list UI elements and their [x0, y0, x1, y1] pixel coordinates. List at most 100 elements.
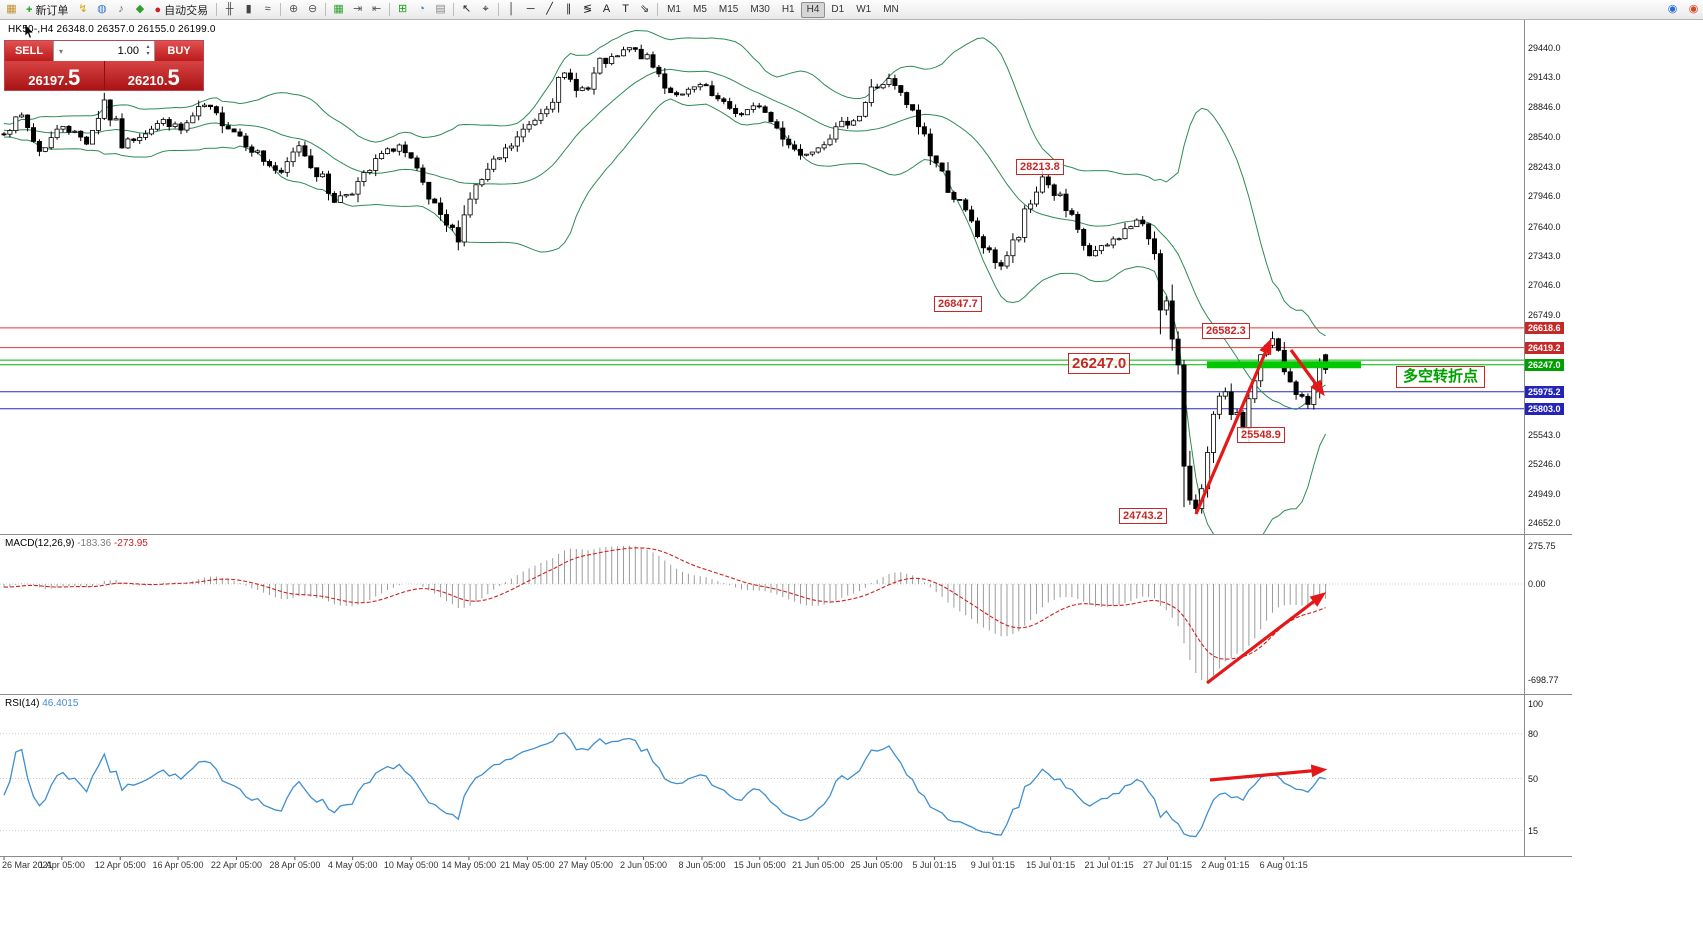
- rsi-indicator-label: RSI(14) 46.4015: [5, 698, 78, 709]
- toolbar-separator: [389, 3, 391, 16]
- price-annotation[interactable]: 26847.7: [934, 296, 982, 312]
- time-axis-label[interactable]: 2 Jun 05:00: [620, 860, 668, 870]
- buy-price[interactable]: 26210. 5: [104, 61, 203, 90]
- cursor-icon[interactable]: ↖: [461, 3, 472, 15]
- timeframe-m30[interactable]: M30: [750, 3, 770, 15]
- hline-icon[interactable]: ─: [526, 3, 535, 15]
- auto-scroll-icon[interactable]: ⇥: [352, 3, 363, 15]
- time-axis-label[interactable]: 27 Jul 01:15: [1142, 860, 1192, 870]
- time-axis-label[interactable]: 28 Apr 05:00: [269, 860, 321, 870]
- label-icon[interactable]: T: [622, 3, 629, 15]
- notification-icon[interactable]: ◉: [1688, 3, 1699, 15]
- price-axis-label: 28846.0: [1528, 101, 1561, 112]
- time-axis-label[interactable]: 22 Apr 05:00: [210, 860, 262, 870]
- new-order-button-label: 新订单: [35, 4, 69, 17]
- macd-main-value: -183.36: [77, 538, 112, 549]
- time-axis-label[interactable]: 21 Jun 05:00: [792, 860, 845, 870]
- charts-window-icon[interactable]: ▦: [6, 3, 17, 15]
- arrows-icon[interactable]: ⇘: [639, 3, 650, 15]
- price-axis-label: 27046.0: [1528, 280, 1561, 291]
- time-axis-label[interactable]: 4 May 05:00: [327, 860, 378, 870]
- price-axis-label: 26749.0: [1528, 309, 1561, 320]
- indicators-icon[interactable]: ⊞: [397, 3, 408, 15]
- autotrade-button[interactable]: ● 自动交易: [149, 1, 213, 18]
- price-annotation[interactable]: 25548.9: [1237, 427, 1285, 443]
- time-axis-label[interactable]: 9 Jul 01:15: [970, 860, 1015, 870]
- channel-icon[interactable]: ∥: [565, 3, 572, 15]
- time-axis-label[interactable]: 16 Apr 05:00: [152, 860, 204, 870]
- time-axis-label[interactable]: 21 Jul 01:15: [1084, 860, 1134, 870]
- time-axis-label[interactable]: 10 May 05:00: [383, 860, 439, 870]
- buy-button[interactable]: BUY: [155, 41, 203, 61]
- timeframe-h4[interactable]: H4: [800, 1, 826, 18]
- price-axis-label: 27946.0: [1528, 191, 1561, 202]
- sell-price-frac: 5: [68, 65, 81, 90]
- time-axis-label[interactable]: 21 May 05:00: [500, 860, 555, 870]
- timeframe-mn[interactable]: MN: [883, 3, 899, 15]
- market-icon[interactable]: ◆: [135, 3, 145, 15]
- time-axis-label[interactable]: 15 Jun 05:00: [733, 860, 786, 870]
- time-axis-label[interactable]: 26 Mar 2021: [2, 860, 53, 870]
- time-axis-label[interactable]: 1 Apr 05:00: [38, 860, 85, 870]
- sell-button[interactable]: SELL: [5, 41, 53, 61]
- time-axis-label[interactable]: 27 May 05:00: [558, 860, 614, 870]
- macd-axis-label: 0.00: [1528, 579, 1546, 589]
- price-axis-marker: 26618.6: [1525, 321, 1564, 334]
- volume-spinner[interactable]: ▴ ▾: [142, 44, 154, 58]
- price-annotation[interactable]: 26582.3: [1202, 323, 1250, 339]
- time-axis-label[interactable]: 12 Apr 05:00: [94, 860, 146, 870]
- price-axis-label: 25246.0: [1528, 459, 1561, 470]
- zoom-out-icon[interactable]: ⊖: [307, 3, 318, 15]
- volume-down-icon[interactable]: ▾: [146, 51, 150, 57]
- timeframe-w1[interactable]: W1: [856, 3, 872, 15]
- volume-up-icon[interactable]: ▴: [146, 44, 150, 50]
- rsi-title: RSI(14): [5, 698, 40, 709]
- toolbar-separator: [325, 3, 327, 16]
- help-icon[interactable]: ◉: [1667, 3, 1678, 15]
- timeframe-h1[interactable]: H1: [781, 3, 795, 15]
- chart-shift-icon[interactable]: ⇤: [371, 3, 382, 15]
- templates-icon[interactable]: ▤: [435, 3, 446, 15]
- periods-icon[interactable]: ◔: [418, 3, 425, 15]
- timeframe-m5[interactable]: M5: [693, 3, 707, 15]
- price-axis-label: 29440.0: [1528, 43, 1561, 53]
- bar-chart-icon[interactable]: ╫: [225, 3, 234, 15]
- volume-value[interactable]: 1.00: [117, 45, 139, 57]
- zoom-in-icon[interactable]: ⊕: [288, 3, 299, 15]
- timeframe-m15[interactable]: M15: [718, 3, 739, 15]
- trendline-icon[interactable]: ╱: [546, 3, 553, 15]
- one-click-trading-panel: SELL ▾ 1.00 ▴ ▾ BUY 26197. 5 26210. 5: [4, 40, 204, 91]
- price-axis-marker: 26247.0: [1525, 358, 1564, 371]
- vline-icon[interactable]: │: [508, 3, 516, 15]
- volume-dropdown-icon[interactable]: ▾: [58, 46, 63, 56]
- time-axis-label[interactable]: 2 Aug 01:15: [1201, 860, 1250, 870]
- rsi-axis-label: 15: [1528, 825, 1539, 836]
- price-annotation[interactable]: 26247.0: [1068, 353, 1131, 374]
- alerts-icon[interactable]: ↯: [78, 3, 88, 15]
- sound-icon[interactable]: ♪: [118, 3, 124, 15]
- timeframe-d1[interactable]: D1: [831, 3, 845, 15]
- time-axis-label[interactable]: 15 Jul 01:15: [1026, 860, 1076, 870]
- time-axis-label[interactable]: 6 Aug 01:15: [1259, 860, 1308, 870]
- time-axis-label[interactable]: 14 May 05:00: [441, 860, 497, 870]
- text-icon[interactable]: A: [602, 3, 611, 15]
- time-axis-label[interactable]: 25 Jun 05:00: [850, 860, 903, 870]
- fibonacci-icon[interactable]: ≶: [582, 3, 593, 15]
- volume-field[interactable]: ▾ 1.00 ▴ ▾: [53, 41, 155, 61]
- time-axis-label[interactable]: 8 Jun 05:00: [678, 860, 726, 870]
- webterminal-icon[interactable]: ◍: [97, 3, 107, 15]
- line-chart-icon[interactable]: ≈: [264, 3, 271, 15]
- timeframe-m1[interactable]: M1: [667, 3, 681, 15]
- price-annotation[interactable]: 24743.2: [1119, 508, 1167, 524]
- candlestick-icon[interactable]: ▮: [245, 3, 252, 15]
- sell-price[interactable]: 26197. 5: [5, 61, 105, 90]
- price-annotation[interactable]: 28213.8: [1016, 159, 1064, 175]
- pivot-point-label[interactable]: 多空转折点: [1396, 366, 1486, 388]
- new-order-button[interactable]: + 新订单: [21, 1, 73, 18]
- time-axis-label[interactable]: 5 Jul 01:15: [912, 860, 957, 870]
- crosshair-icon[interactable]: ⌖: [482, 3, 489, 15]
- autotrade-button-label: 自动交易: [164, 4, 209, 17]
- tile-windows-icon[interactable]: ▦: [333, 3, 344, 15]
